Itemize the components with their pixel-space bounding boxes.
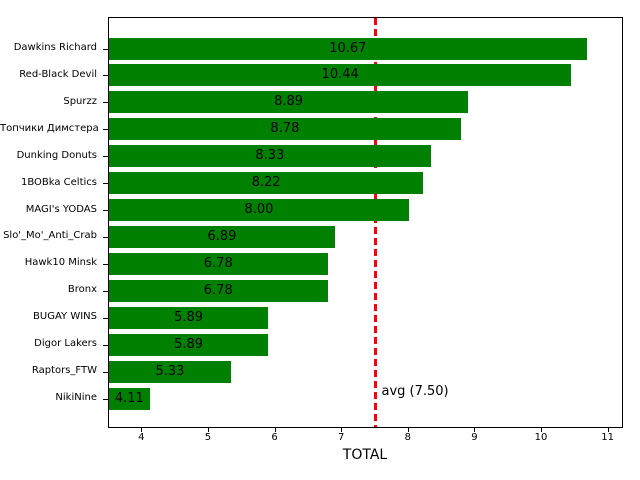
x-tick-label: 5 (204, 432, 212, 443)
bar-value-label: 8.22 (251, 175, 281, 191)
y-tick-mark (103, 156, 108, 158)
y-tick-label: Dawkins Richard (13, 42, 97, 53)
bar: 6.78 (109, 279, 328, 302)
bar: 8.89 (109, 91, 469, 114)
y-tick-mark (103, 102, 108, 104)
x-axis-title: TOTAL (342, 447, 388, 463)
bar: 5.89 (109, 333, 269, 356)
x-tick-label: 7 (337, 432, 345, 443)
x-tick-mark (341, 428, 343, 432)
bar: 5.89 (109, 306, 269, 329)
x-tick-label: 11 (601, 432, 615, 443)
x-tick-mark (607, 428, 609, 432)
y-tick-label: Spurzz (63, 95, 97, 107)
y-tick-label: Raptors_FTW (31, 365, 97, 377)
y-tick-mark (103, 48, 108, 50)
average-line-label: avg (7.50) (381, 384, 449, 399)
bar-value-label: 8.33 (255, 148, 285, 164)
bar-value-label: 8.89 (274, 94, 304, 110)
y-tick-label: Bronx (67, 284, 97, 296)
y-tick-mark (103, 263, 108, 265)
x-tick-label: 10 (534, 432, 548, 443)
average-reference-line (373, 18, 377, 427)
bar-value-label: 6.89 (207, 228, 237, 244)
y-tick-mark (103, 210, 108, 212)
bar: 10.44 (109, 64, 572, 87)
x-tick-label: 8 (404, 432, 411, 443)
y-tick-mark (103, 236, 108, 238)
y-tick-mark (103, 398, 108, 400)
bar: 8.00 (109, 199, 409, 222)
y-tick-mark (103, 290, 108, 292)
bar-value-label: 8.78 (270, 121, 300, 137)
y-tick-mark (103, 129, 108, 131)
bar-value-label: 5.89 (174, 309, 204, 325)
y-tick-label: Red-Black Devil (19, 68, 97, 80)
bar-value-label: 6.78 (203, 255, 233, 271)
bar: 8.78 (109, 118, 461, 141)
bar-value-label: 5.89 (174, 336, 204, 352)
bar: 8.33 (109, 145, 431, 168)
bar-value-label: 6.78 (203, 282, 233, 298)
bar: 6.89 (109, 225, 335, 248)
bar-value-label: 10.67 (329, 40, 367, 56)
x-tick-mark (541, 428, 543, 432)
y-tick-label: MAGI's YODAS (25, 203, 97, 215)
y-tick-label: Slo'_Mo'_Anti_Crab (3, 230, 97, 242)
y-tick-label: 1BOBka Celtics (20, 176, 97, 188)
x-tick-mark (207, 428, 209, 432)
y-tick-label: Hawk10 Minsk (24, 257, 97, 269)
y-axis: Dawkins Richard Red-Black Devil Spurzz Топч… (0, 17, 99, 428)
y-tick-mark (103, 344, 108, 346)
x-tick-label: 6 (271, 432, 278, 443)
y-tick-label: NikiNine (55, 392, 97, 403)
y-tick-label: Топчики Димстера (0, 122, 99, 134)
bar: 10.67 (109, 37, 587, 60)
bar-value-label: 5.33 (155, 363, 185, 379)
y-tick-mark (103, 371, 108, 373)
bar: 5.33 (109, 360, 231, 383)
plot-area: avg (7.50) 10.67 10.44 8.89 8.78 8.33 8.22 8.0… (103, 17, 623, 428)
y-tick-label: BUGAY WINS (33, 311, 97, 323)
x-tick-mark (141, 428, 143, 432)
y-tick-label: Digor Lakers (34, 338, 97, 350)
x-tick-label: 9 (471, 432, 478, 443)
bar: 8.22 (109, 172, 424, 195)
x-tick-mark (474, 428, 476, 432)
x-tick-label: 4 (138, 432, 145, 443)
bar-value-label: 8.00 (244, 202, 274, 218)
x-tick-mark (274, 428, 276, 432)
bar: 6.78 (109, 252, 328, 275)
y-tick-label: Dunking Donuts (16, 149, 97, 161)
x-tick-mark (407, 428, 409, 432)
y-tick-mark (103, 75, 108, 77)
y-tick-mark (103, 183, 108, 185)
bar-value-label: 4.11 (114, 390, 144, 406)
bar: 4.11 (109, 387, 150, 410)
bar-value-label: 10.44 (321, 67, 359, 83)
y-tick-mark (103, 317, 108, 319)
